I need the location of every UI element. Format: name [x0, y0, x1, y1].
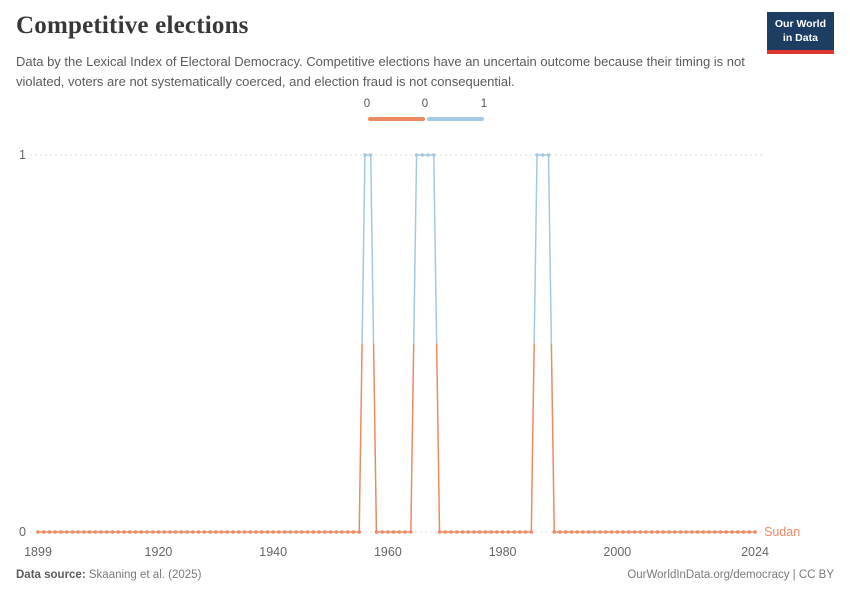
chart-footer: Data source: Skaaning et al. (2025) OurW…	[16, 569, 834, 581]
gridlines	[30, 154, 762, 533]
x-tick-label: 1899	[24, 545, 52, 559]
page-title: Competitive elections	[16, 12, 249, 39]
legend-bar-value-1	[427, 117, 484, 121]
x-tick-label: 2024	[741, 545, 769, 559]
legend-label-zero-left: 0	[363, 98, 371, 110]
y-tick-label: 0	[19, 525, 26, 539]
owid-logo-red-strip	[766, 50, 834, 55]
x-tick-label: 1980	[489, 545, 517, 559]
x-axis-labels: 1899 1920 1940 1960 1980 2000 2024	[24, 545, 769, 559]
legend-bar-value-0	[368, 117, 425, 121]
entity-label: Sudan	[764, 525, 800, 539]
y-tick-label: 1	[19, 148, 26, 162]
legend-label-one: 1	[480, 98, 488, 110]
x-tick-label: 1940	[259, 545, 287, 559]
x-tick-label: 1920	[145, 545, 173, 559]
y-axis-labels: 01	[19, 148, 26, 539]
owid-logo-line2: in Data	[782, 31, 818, 44]
footer-credit: OurWorldInData.org/democracy | CC BY	[627, 569, 834, 581]
data-point-markers	[36, 153, 757, 534]
owid-logo-line1: Our World	[774, 18, 826, 30]
chart-subtitle: Data by the Lexical Index of Electoral D…	[16, 54, 745, 89]
data-source-label: Data source:	[16, 569, 86, 581]
owid-logo: Our World in Data	[766, 12, 834, 55]
legend-label-zero-mid: 0	[421, 98, 429, 110]
x-tick-label: 2000	[603, 545, 631, 559]
data-source-value: Skaaning et al. (2025)	[88, 569, 202, 581]
x-tick-label: 1960	[374, 545, 402, 559]
series-line-sudan	[38, 154, 755, 533]
color-legend: 0 0 1	[0, 98, 850, 126]
data-source: Data source: Skaaning et al. (2025)	[16, 569, 201, 581]
